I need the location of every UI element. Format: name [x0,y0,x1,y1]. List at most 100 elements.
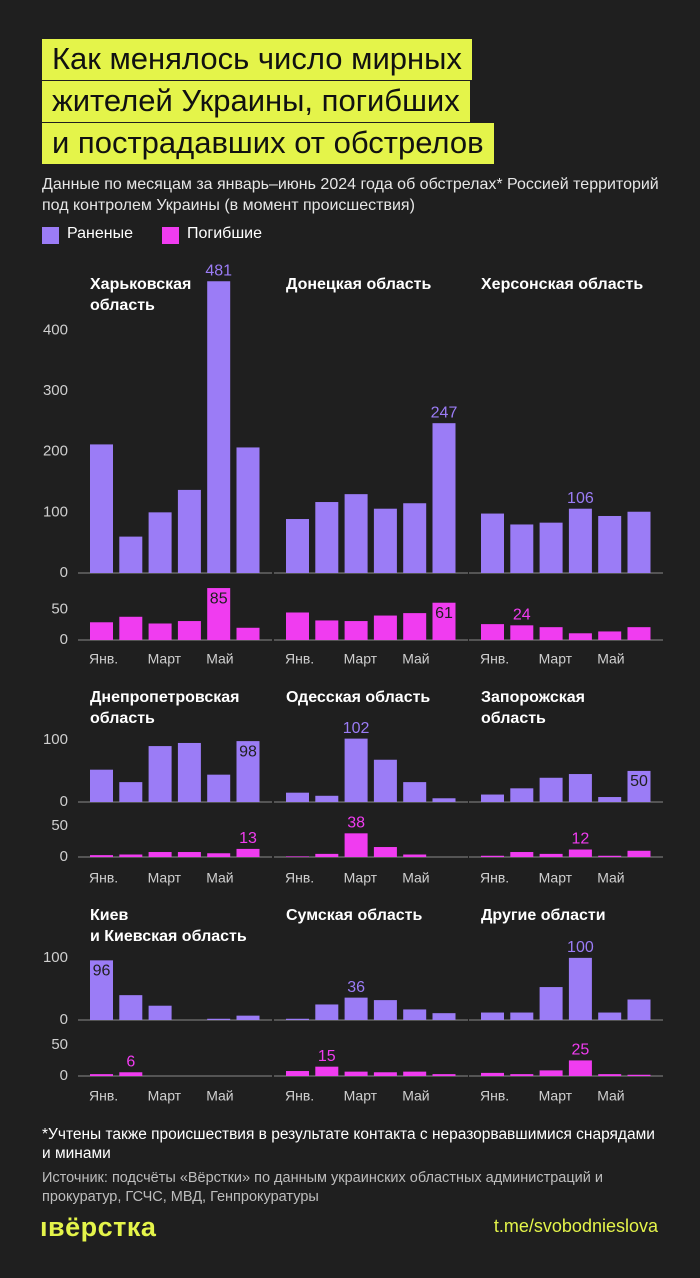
bar [403,613,427,640]
bar [510,1012,534,1020]
bar [373,1000,397,1020]
value-label: 38 [347,815,365,832]
x-tick-label: Март [539,870,573,886]
bar [207,1018,231,1020]
legend-swatch [162,227,179,244]
value-label: 50 [630,773,648,790]
x-tick-label: Март [148,870,182,886]
bar [539,627,563,640]
bar [236,1015,260,1020]
bar [148,623,172,640]
x-tick-label: Май [597,1088,624,1104]
x-tick-label: Март [344,1088,378,1104]
x-tick-label: Янв. [480,870,509,886]
value-label: 98 [239,743,257,760]
bar [344,1071,368,1076]
value-label: 100 [567,939,594,956]
bar [315,620,339,640]
bar [236,741,260,802]
x-tick-label: Май [402,1088,429,1104]
bar [315,1066,339,1076]
y-tick-label: 0 [60,793,68,810]
value-label: 96 [93,963,111,980]
bar [344,833,368,857]
x-tick-label: Май [597,651,624,667]
value-label: 481 [205,262,232,279]
bar [207,853,231,857]
bar [481,855,504,857]
x-tick-label: Май [402,870,429,886]
bar [236,627,260,640]
bar [481,513,504,573]
bar [148,1005,172,1020]
bar [568,633,592,640]
bar [432,798,456,802]
y-tick-label: 300 [43,382,68,399]
bar [627,770,651,802]
bar [344,997,368,1020]
bar [90,855,113,857]
panel-title: Днепропетровская область [90,689,240,727]
bar [286,856,309,857]
bar [510,788,534,802]
bar [510,524,534,573]
bar [598,515,622,573]
bar [286,792,309,802]
bar [90,769,113,802]
subtitle: Данные по месяцам за январь–июнь 2024 го… [42,176,659,214]
channel-link[interactable]: t.me/svobodnieslova [493,1216,658,1236]
x-tick-label: Март [344,651,378,667]
value-label: 6 [126,1053,135,1070]
headline-text: Как менялось число мирных жителей Украин… [42,39,494,164]
bar [403,1071,427,1076]
bar [373,615,397,640]
y-tick-label: 50 [51,600,68,617]
bar [432,1074,456,1076]
bar [598,797,622,802]
bar [90,1074,113,1076]
panel-title: Харьковская область [90,276,192,314]
y-tick-label: 100 [43,731,68,748]
x-tick-label: Янв. [285,870,314,886]
bar [539,1070,563,1076]
y-tick-label: 0 [60,564,68,581]
bar [598,1012,622,1020]
y-tick-label: 50 [51,817,68,834]
bar [119,616,143,640]
value-label: 13 [239,830,257,847]
x-tick-label: Янв. [89,651,118,667]
bar [315,502,339,573]
panel-title: Запорожская область [481,689,585,727]
bar [627,511,651,573]
bar [510,852,534,857]
bar [119,536,143,573]
x-tick-label: Янв. [285,651,314,667]
bar [568,957,592,1020]
bar [236,848,260,857]
legend-swatch [42,227,59,244]
bar [432,1013,456,1020]
value-label: 61 [435,605,453,622]
bar [90,444,113,573]
x-tick-label: Янв. [89,870,118,886]
bar [403,782,427,802]
x-tick-label: Янв. [89,1088,118,1104]
panel-title: Херсонская область [481,276,644,293]
value-label: 36 [347,979,365,996]
bar [177,489,201,573]
y-tick-label: 100 [43,503,68,520]
bar [432,423,456,573]
y-tick-label: 0 [60,1067,68,1084]
bar [373,1072,397,1076]
bar [315,795,339,802]
bar [236,447,260,573]
bar [315,853,339,857]
value-label: 24 [513,607,531,624]
bar [627,999,651,1020]
footnote: *Учтены также происшествия в результате … [42,1126,655,1162]
bar [315,1004,339,1020]
bar [177,852,201,857]
bar [598,1074,622,1076]
bar [177,742,201,802]
bar [148,512,172,573]
